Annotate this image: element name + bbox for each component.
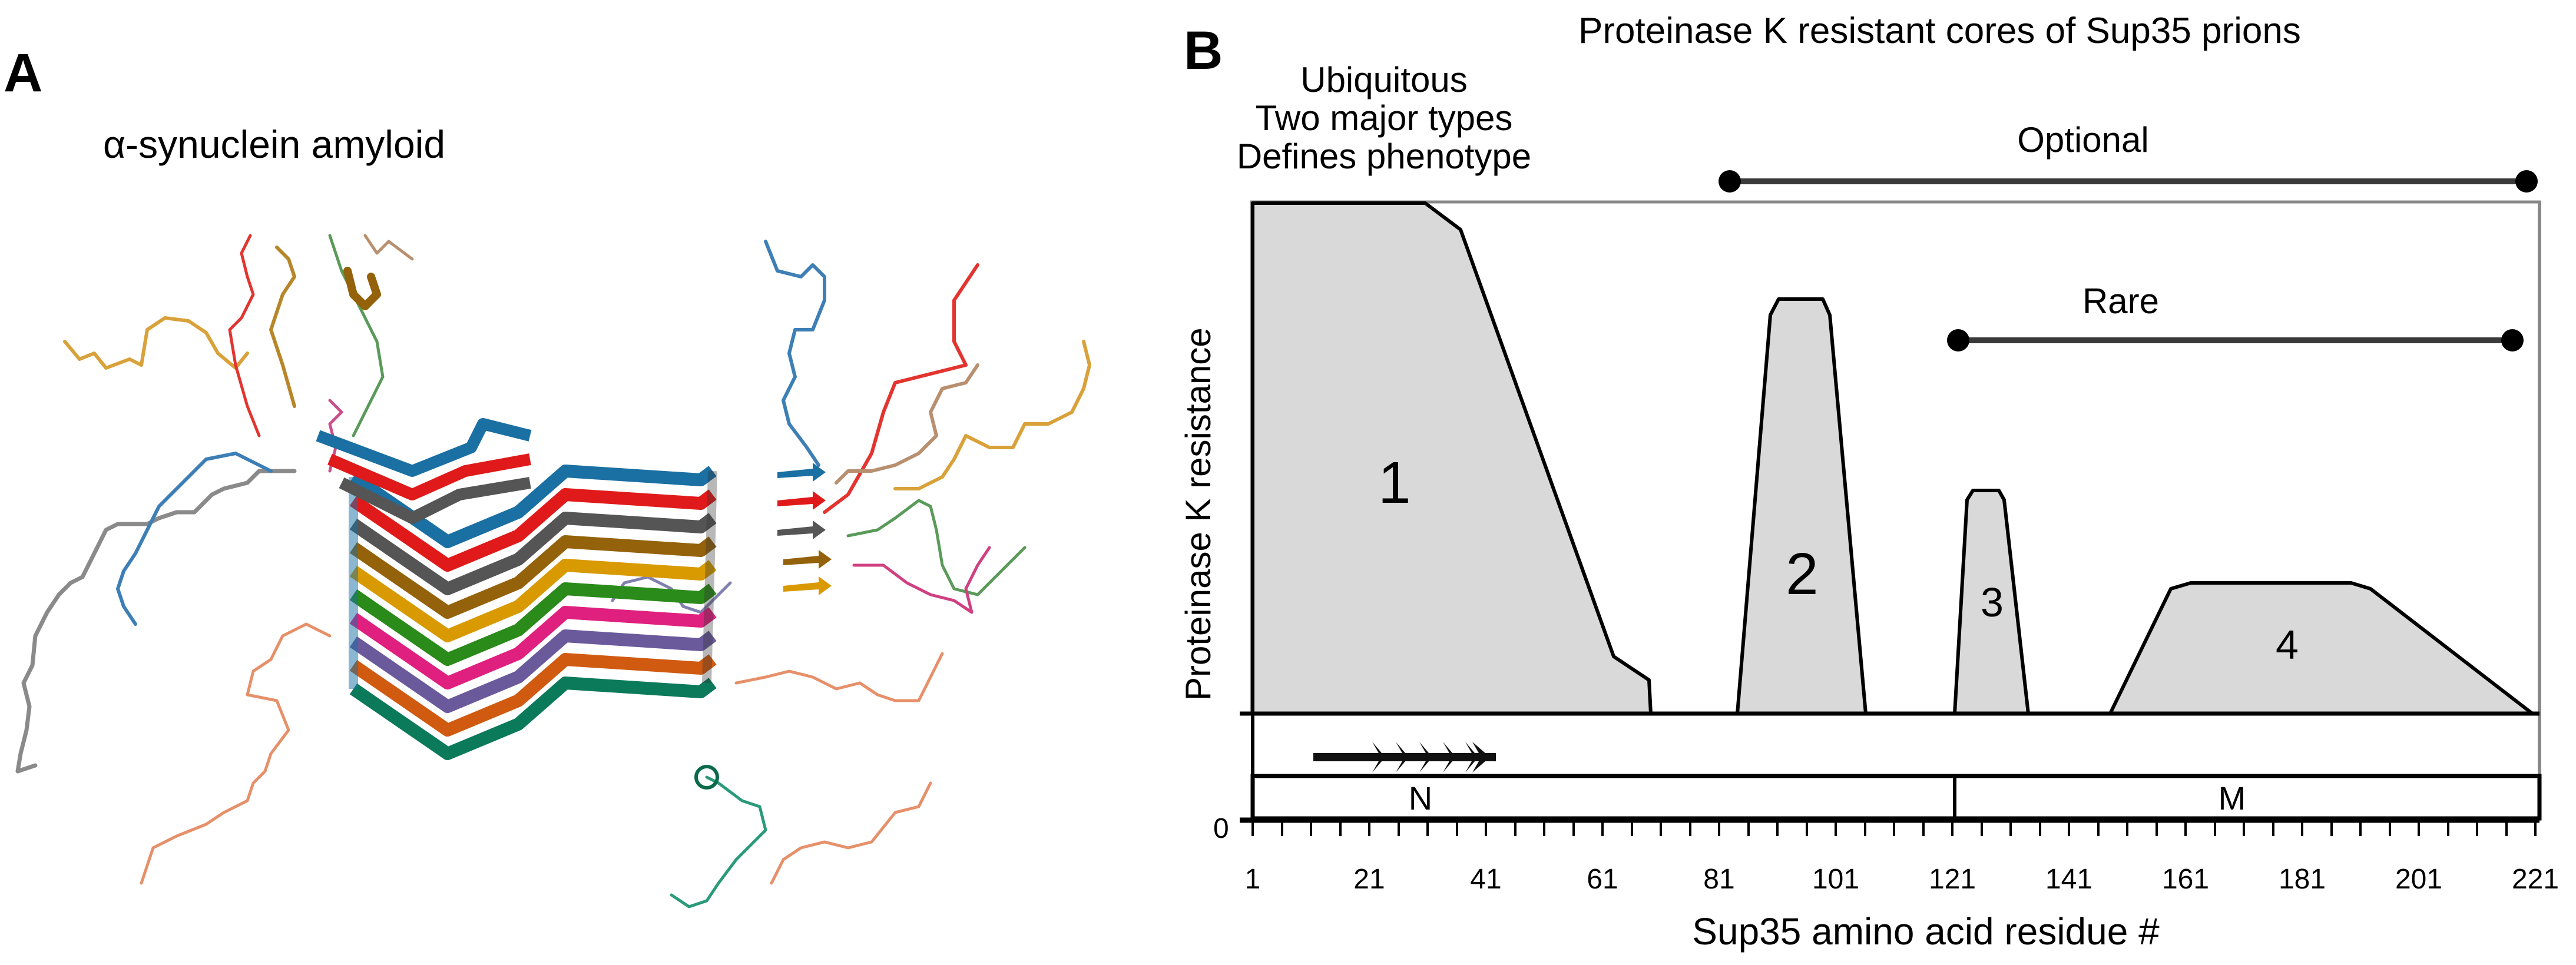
alpha-synuclein-structure <box>15 234 1091 908</box>
right-arrows <box>777 463 832 595</box>
tail-brown-top <box>269 246 296 408</box>
panel-b-letter: B <box>1184 21 1223 81</box>
tail-salmon-lower <box>770 781 932 885</box>
panel-b-title: Proteinase K resistant cores of Sup35 pr… <box>1578 11 2301 51</box>
x-tick-121: 121 <box>1928 864 1976 895</box>
panel-a-title: α-synuclein amyloid <box>103 122 446 166</box>
tail-teal-right <box>670 775 767 908</box>
tail-salmon-left2 <box>246 622 332 697</box>
tail-pink-right <box>852 546 991 614</box>
layer-6-green <box>349 582 717 666</box>
core1-annotation: Ubiquitous Two major types Defines pheno… <box>1237 61 1531 175</box>
core-2-label: 2 <box>1786 541 1819 607</box>
tail-gold-left <box>63 316 249 370</box>
rare-label: Rare <box>2082 281 2160 321</box>
tail-tan-right <box>835 363 979 485</box>
x-tick-221: 221 <box>2511 864 2560 895</box>
optional-range-bracket <box>1719 170 2538 193</box>
tail-green-right <box>846 499 1027 596</box>
optional-label: Optional <box>2017 120 2149 160</box>
layer-9-orange <box>349 653 717 737</box>
y-zero-label: 0 <box>1213 813 1229 844</box>
tail-blue-left <box>116 452 273 626</box>
core-1-label: 1 <box>1378 450 1411 516</box>
layer-4-brown <box>349 535 717 619</box>
tail-gold-right <box>893 340 1091 490</box>
rare-range-bracket <box>1947 329 2524 351</box>
x-axis-ticks <box>1251 820 2537 836</box>
tail-green-top <box>328 234 385 437</box>
loop-teal <box>694 765 719 790</box>
core-4-label: 4 <box>2276 622 2299 668</box>
tail-red-right <box>823 263 979 514</box>
tail-blue-right <box>764 240 826 467</box>
x-axis-label: Sup35 amino acid residue # <box>1692 910 2160 953</box>
tail-tan-top <box>363 234 414 261</box>
annotation-line-3: Defines phenotype <box>1236 136 1532 176</box>
panel-a-letter: A <box>4 43 43 103</box>
annotation-line-2: Two major types <box>1255 98 1513 138</box>
x-tick-1: 1 <box>1244 864 1261 895</box>
tail-gray <box>15 469 297 774</box>
x-tick-61: 61 <box>1587 864 1618 895</box>
upper-gray <box>339 477 531 524</box>
annotation-line-1: Ubiquitous <box>1300 60 1468 100</box>
domain-n-label: N <box>1408 780 1433 817</box>
layer-2-red <box>349 488 717 572</box>
layer-8-purple <box>349 629 717 713</box>
upper-red <box>327 453 531 500</box>
upper-blue <box>316 418 532 477</box>
layer-10-teal <box>349 677 717 760</box>
x-tick-81: 81 <box>1703 864 1735 895</box>
helix-brown <box>343 267 381 310</box>
domain-bar <box>1250 774 2542 821</box>
domain-m-label: M <box>2218 780 2246 817</box>
core-1 <box>1251 201 1653 715</box>
x-tick-41: 41 <box>1470 864 1502 895</box>
core-3-label: 3 <box>1981 579 2004 625</box>
x-tick-141: 141 <box>2045 864 2093 895</box>
layer-7-magenta <box>349 606 717 689</box>
x-tick-161: 161 <box>2161 864 2210 895</box>
tail-red-top <box>228 234 261 437</box>
x-tick-201: 201 <box>2395 864 2443 895</box>
beta-strand-arrow <box>1313 742 1496 772</box>
x-tick-181: 181 <box>2278 864 2326 895</box>
layer-5-gold <box>349 559 717 642</box>
x-tick-21: 21 <box>1353 864 1385 895</box>
core-4 <box>2108 581 2534 715</box>
tail-salmon-left <box>140 693 290 885</box>
layer-3-gray <box>349 512 717 595</box>
tail-salmon-right <box>734 652 944 702</box>
x-tick-101: 101 <box>1812 864 1860 895</box>
layer-1-blue <box>349 465 717 548</box>
core-2 <box>1736 297 1868 715</box>
